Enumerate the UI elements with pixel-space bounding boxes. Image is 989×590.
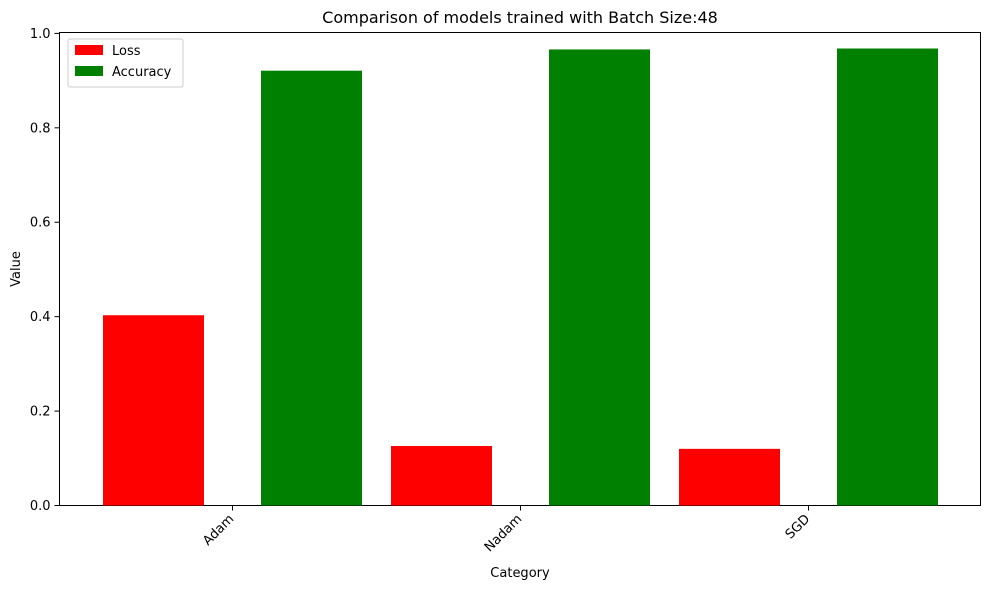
y-axis-label: Value bbox=[9, 251, 24, 287]
chart-title: Comparison of models trained with Batch … bbox=[322, 8, 718, 27]
y-tick-label: 0.8 bbox=[30, 121, 51, 136]
legend-swatch-accuracy bbox=[75, 66, 103, 76]
legend-label-accuracy: Accuracy bbox=[112, 65, 172, 80]
bar-loss-nadam bbox=[391, 446, 492, 506]
y-tick-label: 0.0 bbox=[30, 499, 51, 514]
y-tick-label: 0.2 bbox=[30, 405, 51, 420]
x-axis-label: Category bbox=[490, 566, 550, 581]
bars-layer bbox=[103, 48, 938, 506]
legend: Loss Accuracy bbox=[67, 38, 184, 88]
bar-loss-sgd bbox=[679, 448, 780, 506]
x-axis: Adam Nadam SGD bbox=[200, 505, 814, 556]
plot-area: 0.0 0.2 0.4 0.6 0.8 1.0 Adam Nadam SGD bbox=[30, 27, 981, 555]
legend-item-accuracy: Accuracy bbox=[75, 65, 172, 80]
bar-loss-adam bbox=[103, 315, 204, 506]
y-axis: 0.0 0.2 0.4 0.6 0.8 1.0 bbox=[30, 27, 60, 514]
legend-swatch-loss bbox=[75, 45, 103, 55]
x-tick-label: SGD bbox=[783, 512, 814, 543]
x-tick-label: Nadam bbox=[482, 512, 526, 556]
bar-accuracy-adam bbox=[261, 70, 362, 506]
legend-item-loss: Loss bbox=[75, 44, 141, 59]
x-tick-label: Adam bbox=[200, 512, 237, 549]
bar-accuracy-sgd bbox=[837, 48, 938, 506]
bar-accuracy-nadam bbox=[549, 49, 650, 506]
y-tick-label: 0.4 bbox=[30, 310, 51, 325]
y-tick-label: 1.0 bbox=[30, 27, 51, 42]
y-tick-label: 0.6 bbox=[30, 216, 51, 231]
legend-label-loss: Loss bbox=[112, 44, 141, 59]
